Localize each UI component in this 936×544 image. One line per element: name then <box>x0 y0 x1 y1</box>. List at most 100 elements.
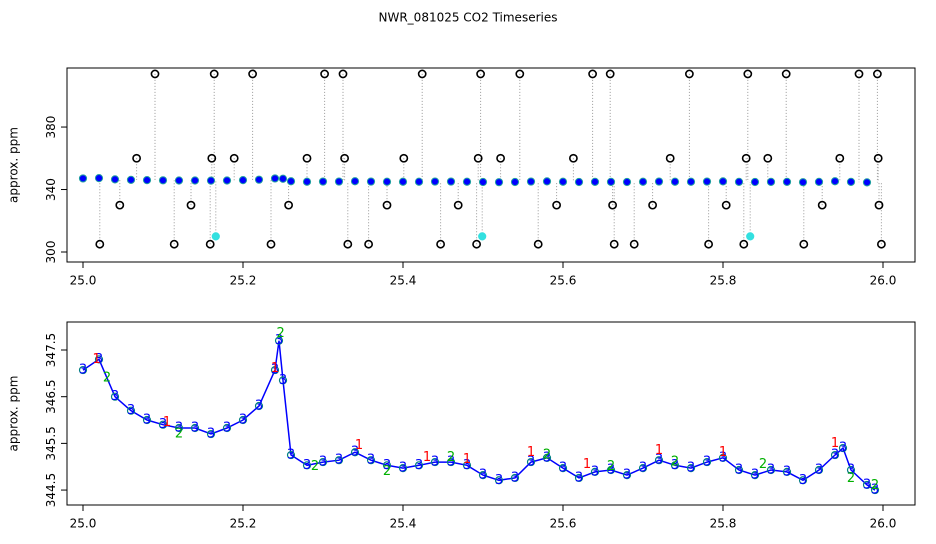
point <box>873 153 883 163</box>
point <box>533 239 543 249</box>
point <box>665 153 675 163</box>
point <box>238 415 248 425</box>
point-glyph: 3 <box>479 468 487 483</box>
point-glyph: 1 <box>463 452 471 467</box>
point <box>318 457 328 467</box>
point <box>248 69 257 79</box>
point-glyph: 1 <box>355 438 363 453</box>
point <box>766 177 776 186</box>
point <box>552 200 561 210</box>
point-glyph: 3 <box>303 458 311 473</box>
plot-frame <box>66 67 916 263</box>
point <box>608 200 617 210</box>
point <box>814 177 824 186</box>
point-glyph: 3 <box>719 450 727 465</box>
point <box>340 153 349 163</box>
point <box>222 423 232 433</box>
point <box>472 239 481 249</box>
x-tick-label: 26.0 <box>870 517 897 531</box>
point <box>685 69 694 79</box>
point <box>817 200 827 210</box>
point <box>110 175 120 184</box>
point <box>270 365 280 375</box>
point <box>382 461 392 470</box>
x-tick-label: 25.0 <box>70 517 97 531</box>
point <box>126 175 136 184</box>
point-glyph: 2 <box>759 457 767 472</box>
point <box>702 457 712 467</box>
point <box>190 176 200 185</box>
point <box>704 239 713 249</box>
point-glyph: 3 <box>415 458 423 473</box>
point <box>78 174 88 183</box>
point <box>473 153 483 163</box>
point <box>510 473 520 483</box>
point <box>670 461 680 470</box>
point-glyph: 3 <box>607 462 615 477</box>
point <box>94 174 104 183</box>
point-glyph: 2 <box>311 459 319 474</box>
point <box>494 178 504 187</box>
y-tick-label: 347.5 <box>44 333 58 367</box>
point <box>702 177 712 186</box>
point <box>590 177 600 186</box>
point <box>686 464 696 473</box>
point <box>398 464 408 473</box>
point <box>446 457 456 467</box>
point <box>417 69 427 79</box>
point-glyph: 3 <box>783 464 791 479</box>
point <box>588 69 597 79</box>
point-glyph: 3 <box>687 461 695 476</box>
point <box>169 239 179 249</box>
panel: 25.0 25.2 25.4 25.6 25.8 26.0 300 340 380 approx.… <box>7 67 916 288</box>
point-glyph: 2 <box>276 326 284 341</box>
point <box>302 461 312 470</box>
point <box>174 423 184 433</box>
y-tick-label: 380 <box>44 116 58 139</box>
point <box>799 239 809 249</box>
point <box>654 177 664 186</box>
point <box>766 465 776 475</box>
point <box>854 69 864 79</box>
point <box>558 464 568 473</box>
point <box>743 69 753 79</box>
point <box>835 153 845 163</box>
point <box>158 420 168 429</box>
point-glyph: 3 <box>143 413 151 428</box>
point-glyph: 3 <box>831 448 839 463</box>
x-tick-label: 25.2 <box>230 517 257 531</box>
point-glyph: 3 <box>335 453 343 468</box>
point <box>142 415 152 425</box>
point-glyph: 3 <box>655 453 663 468</box>
point <box>746 232 755 241</box>
point-glyph: 3 <box>255 399 263 414</box>
point-glyph: 3 <box>639 461 647 476</box>
point-glyph: 3 <box>287 448 295 463</box>
point <box>605 69 615 79</box>
point-glyph: 3 <box>847 462 855 477</box>
point <box>510 177 520 187</box>
point <box>334 456 344 465</box>
point-glyph: 3 <box>543 450 551 465</box>
point-glyph: 2 <box>671 455 679 470</box>
point <box>398 177 408 186</box>
point <box>338 69 348 79</box>
point-glyph: 3 <box>575 470 583 485</box>
point-glyph: 3 <box>751 468 759 483</box>
point-glyph: 3 <box>367 453 375 468</box>
point <box>574 473 584 483</box>
point <box>382 200 392 210</box>
y-axis-label: approx. ppm <box>7 376 21 452</box>
point <box>590 467 600 476</box>
point-glyph: 2 <box>871 478 879 493</box>
point-glyph: 2 <box>383 464 391 479</box>
y-tick-label: 345.5 <box>44 426 58 460</box>
point-glyph: 3 <box>815 462 823 477</box>
point <box>142 176 152 185</box>
point <box>574 177 584 187</box>
point <box>462 177 472 186</box>
point-glyph: 1 <box>655 443 663 458</box>
point-glyph: 2 <box>607 459 615 474</box>
point-glyph: 3 <box>159 417 167 432</box>
